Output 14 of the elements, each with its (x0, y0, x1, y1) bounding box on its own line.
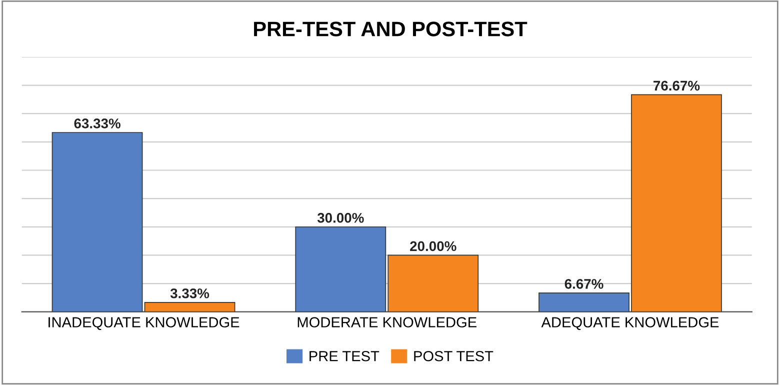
data-label: 3.33% (170, 288, 210, 298)
x-tick-label: INADEQUATE KNOWLEDGE (48, 317, 240, 330)
bar (52, 132, 143, 312)
legend-label: POST TEST (414, 350, 494, 362)
legend-label: PRE TEST (310, 350, 380, 362)
data-label: 30.00% (317, 212, 364, 223)
x-tick-label: ADEQUATE KNOWLEDGE (541, 317, 719, 330)
x-tick-label: MODERATE KNOWLEDGE (298, 317, 476, 328)
data-label: 76.67% (654, 80, 700, 91)
bar (144, 302, 236, 312)
chart-title: PRE-TEST AND POST-TEST (254, 22, 528, 36)
data-label: 6.67% (564, 278, 604, 289)
data-label: 20.00% (410, 241, 456, 252)
data-label: 63.33% (74, 118, 120, 128)
